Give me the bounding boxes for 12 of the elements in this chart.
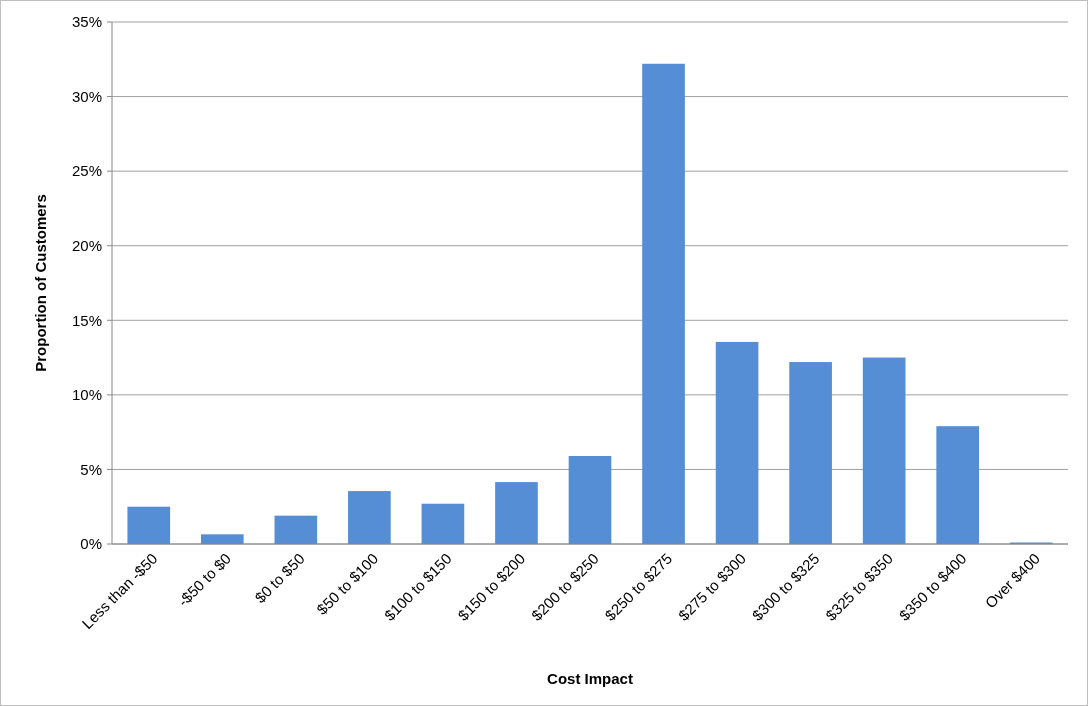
- y-tick-label: 5%: [80, 460, 102, 478]
- y-tick-label: 15%: [71, 311, 102, 329]
- y-tick-label: 25%: [71, 162, 102, 180]
- y-tick-label: 0%: [80, 535, 102, 553]
- x-tick-label: -$50 to $0: [174, 549, 235, 610]
- x-axis-title: Cost Impact: [547, 670, 633, 687]
- y-axis-title: Proportion of Customers: [32, 194, 49, 372]
- y-tick-label: 30%: [71, 87, 102, 105]
- y-tick-label: 35%: [71, 13, 102, 31]
- y-tick-label: 10%: [71, 386, 102, 404]
- x-tick-label: $0 to $50: [251, 549, 308, 607]
- y-tick-label: 20%: [71, 236, 102, 254]
